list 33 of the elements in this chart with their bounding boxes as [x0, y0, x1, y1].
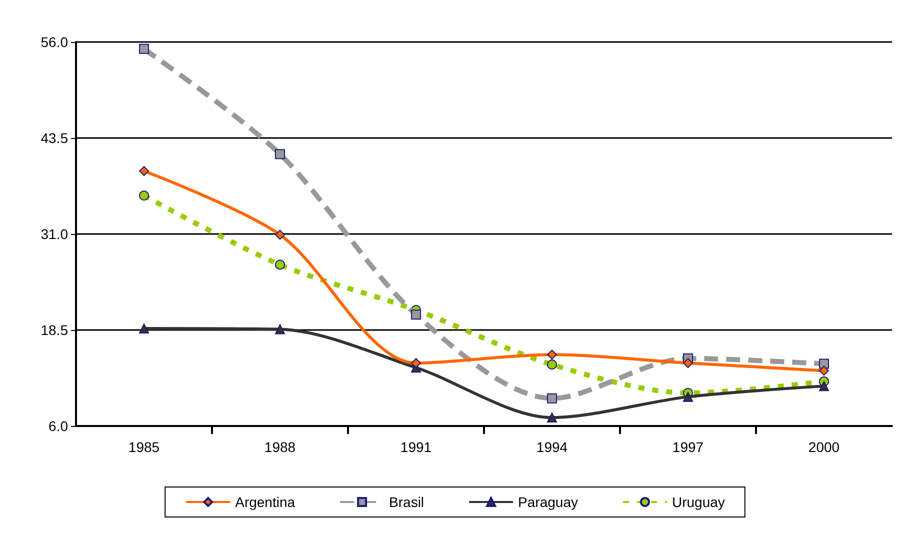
- legend-label: Uruguay: [672, 494, 725, 510]
- point: [547, 360, 557, 370]
- x-tick-label: 1991: [400, 439, 432, 455]
- point: [139, 190, 149, 201]
- point: [819, 381, 829, 392]
- x-tick-label: 1997: [672, 439, 704, 455]
- x-tick-label: 1988: [264, 439, 296, 455]
- x-tick-label: 1985: [128, 439, 160, 455]
- y-tick-label: 56.0: [40, 34, 68, 50]
- legend-label: Brasil: [389, 494, 424, 510]
- point: [139, 44, 149, 54]
- x-tick-label: 1994: [536, 439, 568, 455]
- point: [275, 324, 285, 334]
- point: [275, 149, 285, 160]
- point: [411, 358, 421, 368]
- point: [139, 166, 149, 176]
- point: [139, 323, 149, 334]
- y-tick-label: 31.0: [40, 226, 68, 242]
- point: [547, 350, 557, 360]
- legend-label: Paraguay: [518, 494, 578, 510]
- y-tick-label: 6.0: [48, 418, 68, 434]
- point: [547, 412, 557, 423]
- point: [547, 393, 557, 404]
- point: [819, 366, 829, 376]
- point: [411, 310, 421, 320]
- y-tick-label: 43.5: [40, 130, 68, 146]
- y-tick-label: 18.5: [40, 322, 68, 338]
- x-tick-label: 2000: [808, 439, 840, 455]
- point: [683, 392, 693, 402]
- legend-label: Argentina: [235, 494, 296, 510]
- point: [275, 230, 285, 240]
- point: [683, 358, 693, 368]
- point: [275, 260, 285, 270]
